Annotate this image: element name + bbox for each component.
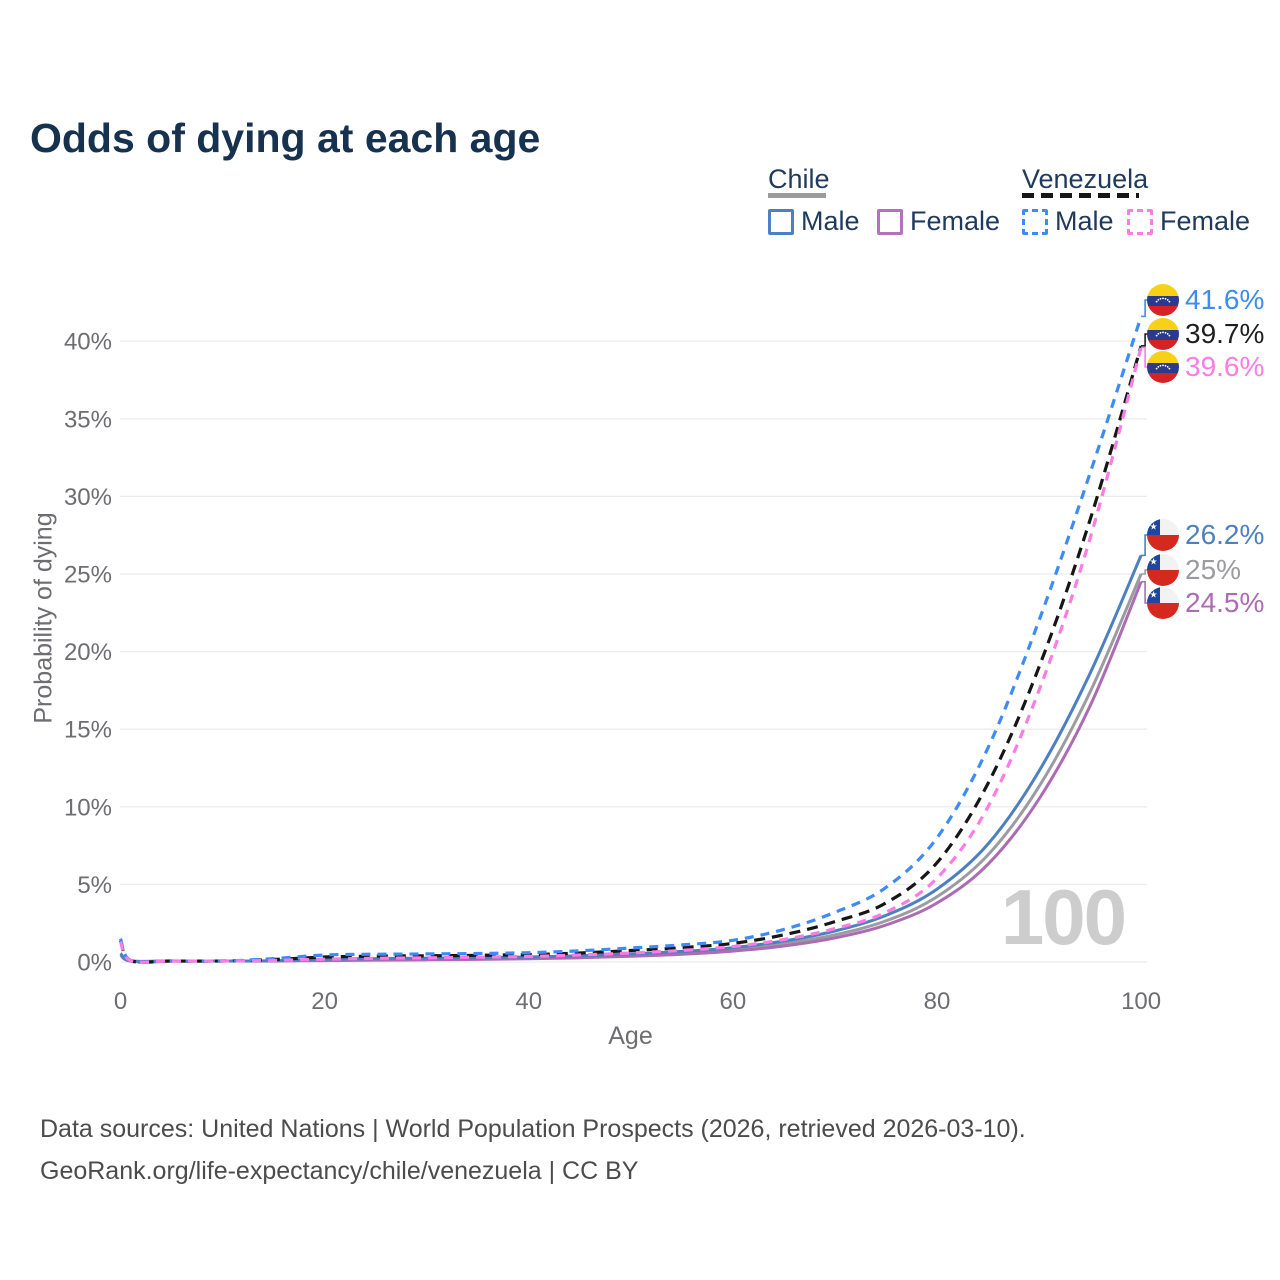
footer-data-sources: Data sources: United Nations | World Pop… xyxy=(40,1115,1026,1143)
footer: Data sources: United Nations | World Pop… xyxy=(40,1108,1026,1192)
svg-text:20: 20 xyxy=(311,988,338,1015)
svg-text:10%: 10% xyxy=(64,794,112,821)
legend-item-chile-male[interactable]: Male xyxy=(768,206,860,237)
svg-text:60: 60 xyxy=(720,988,747,1015)
end-label-value: 24.5% xyxy=(1185,587,1265,618)
svg-text:40: 40 xyxy=(515,988,542,1015)
x-axis-title: Age xyxy=(608,1022,653,1050)
end-label-venezuela-female: 39.6% xyxy=(1147,351,1264,383)
page-title: Odds of dying at each age xyxy=(30,115,541,162)
venezuela-male-swatch-icon xyxy=(1022,208,1048,235)
svg-text:15%: 15% xyxy=(64,717,112,744)
svg-text:★: ★ xyxy=(1149,558,1157,568)
svg-text:0: 0 xyxy=(114,988,127,1015)
svg-text:20%: 20% xyxy=(64,639,112,666)
end-label-value: 41.6% xyxy=(1185,284,1265,315)
venezuela-flag-icon xyxy=(1147,318,1179,350)
chile-female-swatch-icon xyxy=(877,208,903,235)
legend-item-venezuela-female[interactable]: Female xyxy=(1127,206,1250,237)
venezuela-flag-icon xyxy=(1147,284,1179,316)
legend-item-label: Female xyxy=(1160,206,1251,236)
svg-text:80: 80 xyxy=(924,988,951,1015)
chart-plot: 0% 5% 10% 15% 20% 25% 30% 35% 40% 0 20 40 60 80 100 xyxy=(64,299,1161,1015)
svg-text:★: ★ xyxy=(1149,523,1157,533)
y-axis-title: Probability of dying xyxy=(29,512,58,724)
legend-group-chile: Chile xyxy=(768,164,830,194)
legend-group-venezuela: Venezuela xyxy=(1022,164,1149,194)
svg-text:100: 100 xyxy=(1121,988,1161,1015)
footer-attribution: GeoRank.org/life-expectancy/chile/venezu… xyxy=(40,1157,639,1185)
legend: Chile Male Female Venezuela Male Female xyxy=(0,160,1280,240)
legend-item-chile-female[interactable]: Female xyxy=(877,206,1000,237)
end-label-value: 26.2% xyxy=(1185,519,1265,550)
end-label-chile-female: ★ 24.5% xyxy=(1147,587,1264,619)
end-label-value: 39.6% xyxy=(1185,351,1265,382)
svg-text:5%: 5% xyxy=(77,872,112,899)
legend-item-label: Female xyxy=(910,206,1001,236)
chile-flag-icon: ★ xyxy=(1147,519,1179,551)
chile-flag-icon: ★ xyxy=(1147,554,1179,586)
chile-flag-icon: ★ xyxy=(1147,587,1179,619)
svg-text:40%: 40% xyxy=(64,329,112,356)
svg-text:30%: 30% xyxy=(64,484,112,511)
legend-venezuela-line-sample xyxy=(1022,193,1139,198)
legend-item-label: Male xyxy=(801,206,860,236)
age-watermark: 100 xyxy=(1000,873,1127,961)
end-label-value: 25% xyxy=(1185,554,1242,585)
end-label-venezuela-both: 39.7% xyxy=(1147,318,1264,350)
chile-male-swatch-icon xyxy=(768,208,794,235)
svg-text:35%: 35% xyxy=(64,406,112,433)
venezuela-female-swatch-icon xyxy=(1127,208,1153,235)
svg-text:★: ★ xyxy=(1149,591,1157,601)
end-label-chile-both: ★ 25% xyxy=(1147,554,1241,586)
end-label-value: 39.7% xyxy=(1185,318,1265,349)
end-label-chile-male: ★ 26.2% xyxy=(1147,519,1264,551)
legend-item-label: Male xyxy=(1055,206,1114,236)
svg-text:0%: 0% xyxy=(77,950,112,977)
svg-text:25%: 25% xyxy=(64,562,112,589)
legend-item-venezuela-male[interactable]: Male xyxy=(1022,206,1114,237)
venezuela-flag-icon xyxy=(1147,351,1179,383)
legend-chile-line-sample xyxy=(768,193,826,198)
end-label-venezuela-male: 41.6% xyxy=(1147,284,1264,316)
